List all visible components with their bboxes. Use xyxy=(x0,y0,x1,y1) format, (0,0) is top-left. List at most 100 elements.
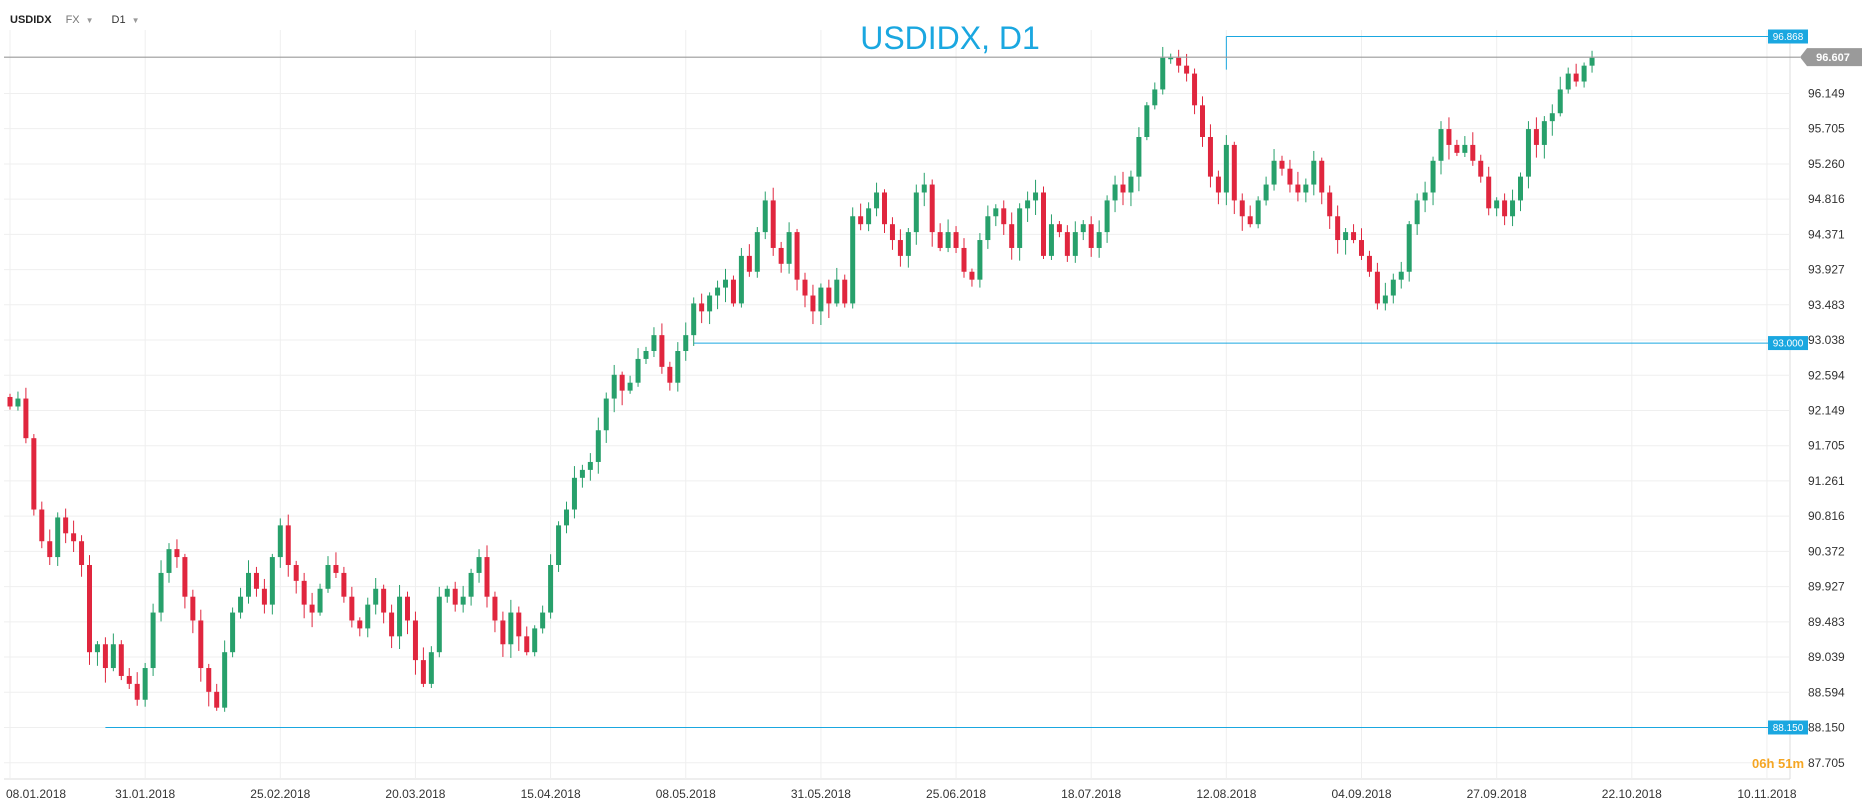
x-tick-label: 22.10.2018 xyxy=(1602,787,1662,801)
candle-body xyxy=(1295,184,1301,193)
candle-body xyxy=(1390,279,1396,296)
candle-body xyxy=(1017,208,1023,248)
candle-body xyxy=(1478,160,1484,177)
symbol-label: USDIDX xyxy=(10,14,52,26)
candle-body xyxy=(484,557,490,597)
candle-body xyxy=(214,691,220,708)
candle-body xyxy=(587,461,593,470)
candle-body xyxy=(1025,200,1031,209)
candle-body xyxy=(794,232,800,280)
timer-hours-unit: h xyxy=(1766,756,1774,771)
candle-body xyxy=(118,644,124,676)
candle-body xyxy=(230,612,236,653)
timer-minutes-unit: m xyxy=(1793,756,1805,771)
candle-body xyxy=(1589,57,1595,66)
candle-body xyxy=(508,612,514,645)
candle-body xyxy=(834,279,840,304)
candle-body xyxy=(1510,200,1516,217)
candle-body xyxy=(667,366,673,383)
candle-body xyxy=(1263,184,1269,201)
candle-body xyxy=(468,572,474,597)
candle-body xyxy=(595,430,601,462)
candle-body xyxy=(913,192,919,233)
candle-body xyxy=(1048,224,1054,256)
candle-body xyxy=(770,200,776,248)
candle-body xyxy=(850,216,856,304)
candle-body xyxy=(532,628,538,653)
candle-body xyxy=(309,604,315,613)
y-tick-label: 94.371 xyxy=(1808,227,1845,241)
candle-body xyxy=(1192,73,1198,106)
candle-body xyxy=(1239,200,1245,217)
candle-body xyxy=(675,351,681,383)
candle-body xyxy=(47,541,53,558)
candle-body xyxy=(730,279,736,304)
candle-body xyxy=(1430,160,1436,193)
candle-body xyxy=(436,596,442,653)
candle-body xyxy=(945,232,951,248)
candle-body xyxy=(1502,200,1508,217)
x-tick-label: 12.08.2018 xyxy=(1196,787,1256,801)
candle-body xyxy=(524,636,530,653)
candle-body xyxy=(786,232,792,264)
candle-body xyxy=(1533,129,1539,145)
candle-body xyxy=(548,565,554,613)
candle-body xyxy=(1446,129,1452,145)
candle-body xyxy=(500,620,506,645)
candle-body xyxy=(285,525,291,565)
candle-body xyxy=(1112,184,1118,201)
price-level-badge xyxy=(1768,29,1808,44)
candle-body xyxy=(1120,184,1126,193)
candle-body xyxy=(1247,216,1253,225)
candle-body xyxy=(1470,144,1476,161)
price-level-label: 93.000 xyxy=(1773,339,1804,350)
candle-body xyxy=(1335,216,1341,241)
candle-body xyxy=(492,596,498,621)
candle-body xyxy=(715,287,721,296)
candle-body xyxy=(1343,232,1349,241)
chart-grid xyxy=(4,30,1791,780)
candle-body xyxy=(87,565,92,653)
candle-body xyxy=(882,192,887,225)
candle-body xyxy=(405,596,410,621)
candle-body xyxy=(1454,144,1460,153)
market-selector[interactable]: FX ▼ xyxy=(66,14,94,26)
candle-body xyxy=(1255,200,1261,225)
candle-body xyxy=(1398,271,1404,280)
candle-body xyxy=(142,668,148,700)
candle-body xyxy=(1438,129,1444,161)
candle-body xyxy=(190,596,196,621)
candle-body xyxy=(1319,160,1325,193)
price-level-label: 96.868 xyxy=(1773,32,1804,43)
candle-body xyxy=(357,620,363,629)
candle-body xyxy=(810,295,816,312)
candle-body xyxy=(866,208,872,225)
candle-body xyxy=(874,192,880,209)
candle-body xyxy=(476,557,482,573)
candle-body xyxy=(723,279,728,288)
candle-body xyxy=(564,509,569,526)
timeframe-selector[interactable]: D1 ▼ xyxy=(112,14,140,26)
candle-body xyxy=(1168,57,1174,60)
candle-body xyxy=(1231,144,1237,201)
candle-body xyxy=(953,232,959,248)
candle-body xyxy=(102,644,108,669)
x-tick-label: 18.07.2018 xyxy=(1061,787,1121,801)
candle-body xyxy=(858,216,864,225)
candle-body xyxy=(921,184,927,193)
candle-body xyxy=(15,398,21,407)
candle-body xyxy=(1382,295,1388,304)
x-tick-label: 15.04.2018 xyxy=(521,787,581,801)
candle-body xyxy=(1549,113,1555,122)
candle-body xyxy=(1104,200,1110,233)
candle-body xyxy=(802,279,808,296)
candle-body xyxy=(905,232,911,256)
candle-body xyxy=(1303,184,1309,193)
candle-body xyxy=(341,572,347,597)
candle-body xyxy=(333,565,339,573)
chevron-down-icon: ▼ xyxy=(85,15,94,25)
candle-body xyxy=(31,438,37,510)
candle-body xyxy=(1001,208,1007,225)
candle-body xyxy=(659,335,665,367)
